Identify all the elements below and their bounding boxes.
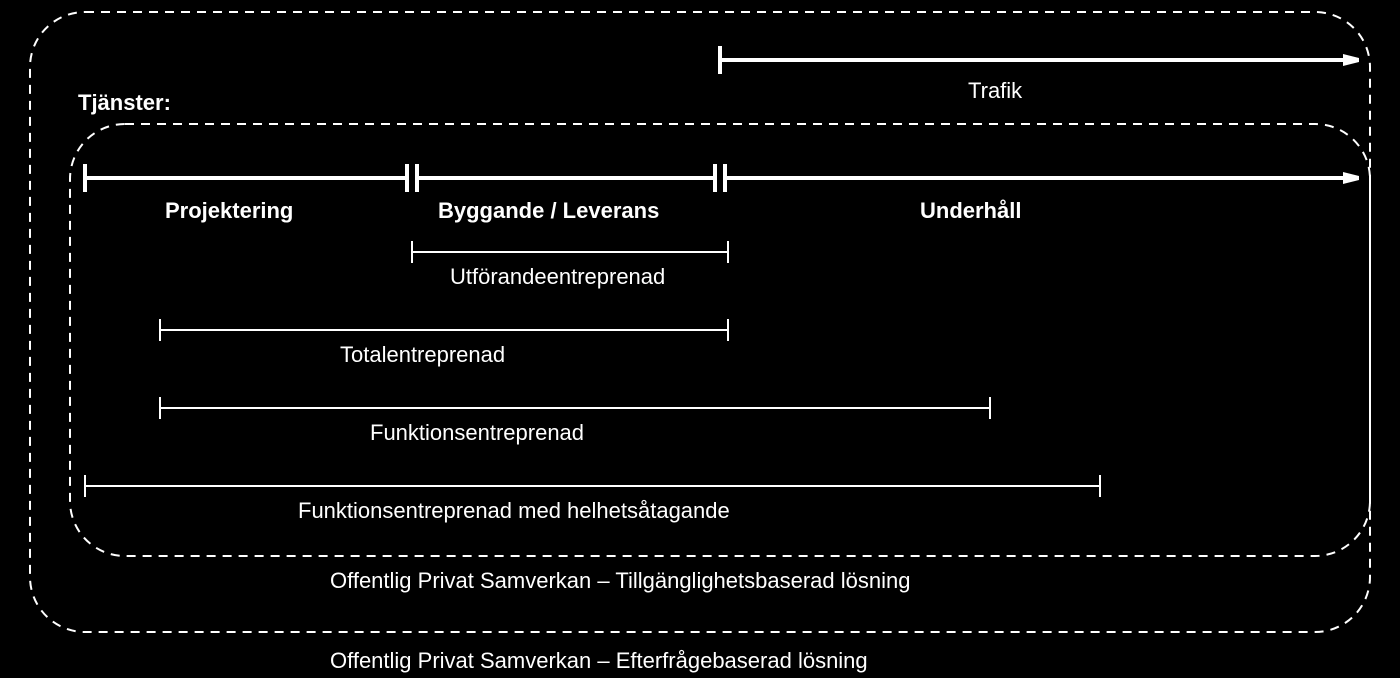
ops-tillg-label: Offentlig Privat Samverkan – Tillgänglig… [330, 568, 910, 594]
trafik-label: Trafik [968, 78, 1022, 104]
ops-efter-label: Offentlig Privat Samverkan – Efterfrågeb… [330, 648, 868, 674]
underhall-label: Underhåll [920, 198, 1021, 224]
projektering-label: Projektering [165, 198, 293, 224]
tjanster-label: Tjänster: [78, 90, 171, 116]
funktion-label: Funktionsentreprenad [370, 420, 584, 446]
byggande-label: Byggande / Leverans [438, 198, 659, 224]
funktion-helhet-label: Funktionsentreprenad med helhetsåtagande [298, 498, 730, 524]
total-label: Totalentreprenad [340, 342, 505, 368]
utforande-label: Utförandeentreprenad [450, 264, 665, 290]
